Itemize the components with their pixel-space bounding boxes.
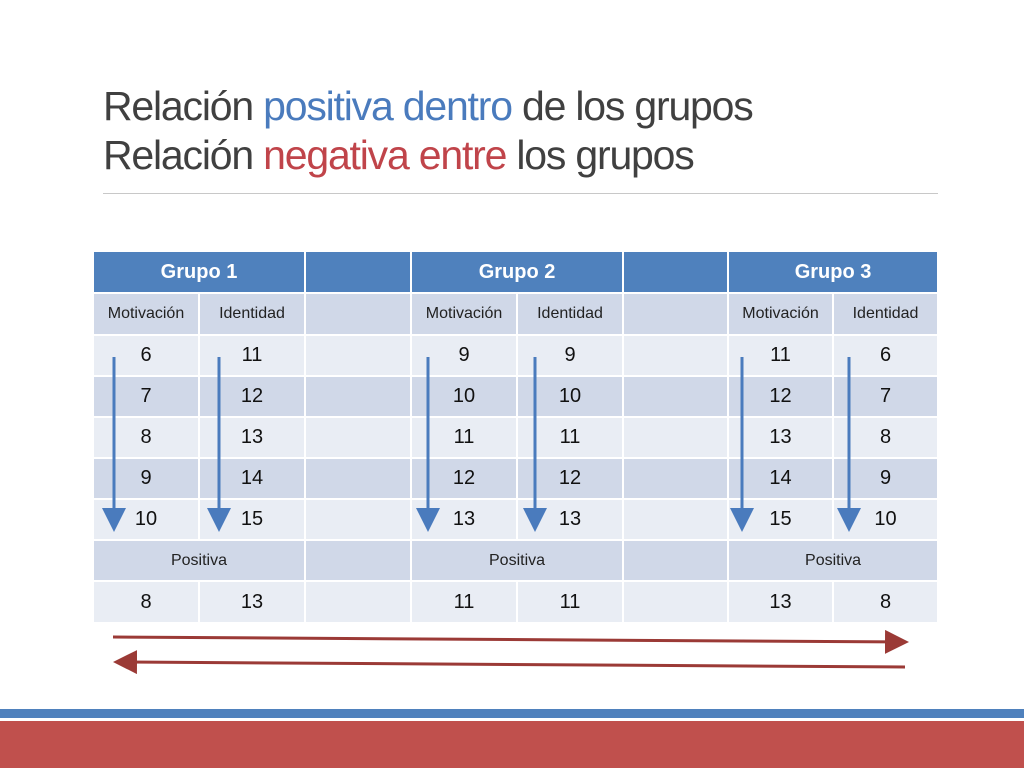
groups-table: Grupo 1 Grupo 2 Grupo 3 Motivación Ident… <box>91 250 940 624</box>
relation-label-group-2: Positiva <box>410 539 625 582</box>
spacer-cell <box>304 498 413 541</box>
title-line-positive: Relación positiva dentro de los grupos <box>103 82 963 131</box>
table-header-row: Grupo 1 Grupo 2 Grupo 3 <box>91 250 940 294</box>
table-cell: 8 <box>92 416 200 459</box>
spacer-cell <box>304 580 413 624</box>
spacer-cell <box>304 292 413 336</box>
summary-cell: 13 <box>197 580 307 624</box>
right-arrow-icon <box>112 629 909 654</box>
title-text: de los grupos <box>511 83 754 129</box>
table-cell: 14 <box>727 457 835 500</box>
table-cell: 15 <box>727 498 835 541</box>
summary-cell: 13 <box>727 580 835 624</box>
spacer-cell <box>304 416 413 459</box>
table-cell: 10 <box>832 498 940 541</box>
col-identidad: Identidad <box>832 292 940 336</box>
table-cell: 10 <box>516 375 625 418</box>
table-cell: 11 <box>727 334 835 377</box>
relation-row: Positiva Positiva Positiva <box>91 539 940 582</box>
spacer-cell <box>622 580 730 624</box>
col-identidad: Identidad <box>516 292 625 336</box>
spacer-cell <box>304 539 413 582</box>
footer-band-red <box>0 721 1024 768</box>
spacer-cell <box>304 250 413 294</box>
table-cell: 9 <box>516 334 625 377</box>
title-text: los grupos <box>506 132 694 178</box>
spacer-cell <box>622 457 730 500</box>
table-cell: 12 <box>197 375 307 418</box>
table-row: 6 11 9 9 11 6 <box>92 334 940 377</box>
title-text: Relación <box>103 132 264 178</box>
table-cell: 13 <box>727 416 835 459</box>
footer-band-gap <box>0 718 1024 721</box>
spacer-cell <box>622 292 730 336</box>
table-cell: 11 <box>516 416 625 459</box>
table-cell: 13 <box>197 416 307 459</box>
spacer-cell <box>304 375 413 418</box>
col-motivacion: Motivación <box>727 292 835 336</box>
relation-label-group-1: Positiva <box>91 539 307 582</box>
table-cell: 6 <box>92 334 200 377</box>
slide-title: Relación positiva dentro de los grupos R… <box>103 82 963 180</box>
group-1-header: Grupo 1 <box>91 250 307 294</box>
spacer-cell <box>304 457 413 500</box>
table-cell: 7 <box>92 375 200 418</box>
title-highlight-positive: positiva dentro <box>263 83 513 129</box>
table-cell: 10 <box>410 375 519 418</box>
title-divider <box>103 193 938 194</box>
spacer-cell <box>622 539 730 582</box>
table-subheader-row: Motivación Identidad Motivación Identida… <box>92 292 940 336</box>
spacer-cell <box>622 375 730 418</box>
table-cell: 9 <box>410 334 519 377</box>
table-row: 10 15 13 13 15 10 <box>92 498 940 541</box>
spacer-cell <box>622 250 730 294</box>
table-cell: 12 <box>516 457 625 500</box>
table-cell: 12 <box>727 375 835 418</box>
table-cell: 11 <box>197 334 307 377</box>
spacer-cell <box>622 416 730 459</box>
relation-label-group-3: Positiva <box>727 539 940 582</box>
summary-row: 8 13 11 11 13 8 <box>92 580 940 624</box>
table-row: 9 14 12 12 14 9 <box>92 457 940 500</box>
summary-cell: 11 <box>516 580 625 624</box>
summary-cell: 8 <box>92 580 200 624</box>
table-row: 7 12 10 10 12 7 <box>92 375 940 418</box>
group-3-header: Grupo 3 <box>727 250 940 294</box>
group-2-header: Grupo 2 <box>410 250 625 294</box>
table-cell: 7 <box>832 375 940 418</box>
table-cell: 9 <box>832 457 940 500</box>
table-cell: 12 <box>410 457 519 500</box>
table-cell: 13 <box>516 498 625 541</box>
title-line-negative: Relación negativa entre los grupos <box>103 131 963 180</box>
summary-cell: 8 <box>832 580 940 624</box>
spacer-cell <box>622 334 730 377</box>
table-cell: 11 <box>410 416 519 459</box>
table-cell: 13 <box>410 498 519 541</box>
col-motivacion: Motivación <box>92 292 200 336</box>
table-cell: 10 <box>92 498 200 541</box>
col-motivacion: Motivación <box>410 292 519 336</box>
table-cell: 15 <box>197 498 307 541</box>
title-highlight-negative: negativa entre <box>263 132 507 178</box>
spacer-cell <box>622 498 730 541</box>
footer-band-blue <box>0 709 1024 718</box>
left-arrow-icon <box>113 650 906 675</box>
table-cell: 8 <box>832 416 940 459</box>
spacer-cell <box>304 334 413 377</box>
summary-cell: 11 <box>410 580 519 624</box>
table-cell: 14 <box>197 457 307 500</box>
col-identidad: Identidad <box>197 292 307 336</box>
table-cell: 6 <box>832 334 940 377</box>
table-row: 8 13 11 11 13 8 <box>92 416 940 459</box>
table-cell: 9 <box>92 457 200 500</box>
title-text: Relación <box>103 83 264 129</box>
